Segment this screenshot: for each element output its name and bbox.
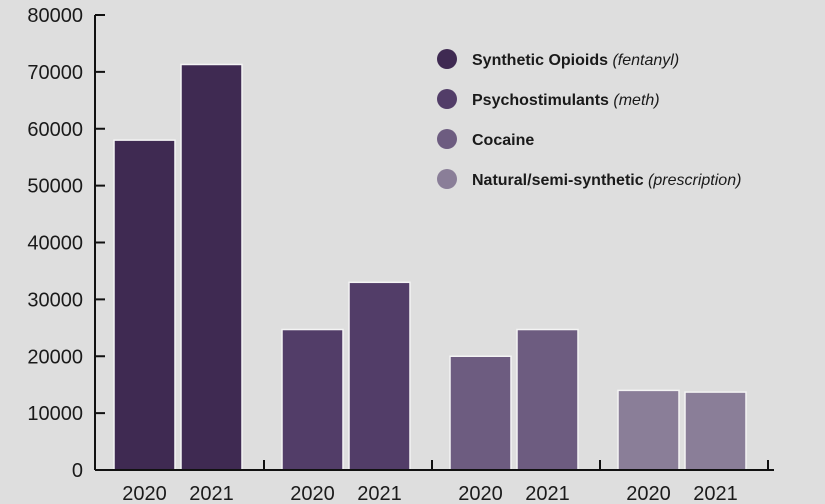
x-tick-label: 2020: [458, 483, 503, 504]
y-tick-label: 40000: [27, 233, 83, 255]
y-tick-label: 20000: [27, 346, 83, 368]
axes-layer: 0 10000 20000 30000 40000 50000 60000 70000 8000…: [27, 5, 774, 504]
legend-label: Psychostimulants: [472, 92, 609, 109]
y-tick-label: 10000: [27, 403, 83, 425]
x-tick-label: 2020: [290, 483, 335, 504]
legend-swatch-1: [437, 89, 457, 109]
x-tick-label: 2021: [357, 483, 402, 504]
legend-label: Cocaine: [472, 132, 534, 149]
legend-item-3: Natural/semi-synthetic (prescription): [472, 172, 741, 189]
x-tick-label: 2021: [189, 483, 234, 504]
legend-label: Synthetic Opioids: [472, 52, 608, 69]
legend-note: (prescription): [644, 172, 742, 189]
x-tick-label: 2020: [122, 483, 167, 504]
bar-3-1: [684, 391, 747, 471]
legend-item-0: Synthetic Opioids (fentanyl): [472, 52, 679, 69]
legend: Synthetic Opioids (fentanyl) Psychostimul…: [437, 49, 741, 189]
legend-swatch-3: [437, 169, 457, 189]
legend-item-1: Psychostimulants (meth): [472, 92, 660, 109]
y-tick-label: 0: [72, 460, 83, 482]
bar-2-0: [449, 355, 512, 471]
legend-swatch-0: [437, 49, 457, 69]
y-tick-label: 80000: [27, 5, 83, 27]
y-tick-label: 30000: [27, 289, 83, 311]
bar-3-0: [617, 389, 680, 471]
bar-2-1: [516, 328, 579, 471]
legend-note: (meth): [609, 92, 660, 109]
bar-0-0: [113, 139, 176, 471]
bar-1-0: [281, 328, 344, 471]
legend-label: Natural/semi-synthetic: [472, 172, 644, 189]
y-tick-label: 50000: [27, 176, 83, 198]
legend-swatch-2: [437, 129, 457, 149]
y-tick-label: 60000: [27, 119, 83, 141]
bar-0-1: [180, 63, 243, 471]
bar-1-1: [348, 281, 411, 471]
legend-note: (fentanyl): [608, 52, 679, 69]
x-tick-label: 2021: [693, 483, 738, 504]
bars-layer: [113, 63, 747, 471]
x-tick-label: 2020: [626, 483, 671, 504]
y-tick-label: 70000: [27, 62, 83, 84]
legend-item-2: Cocaine: [472, 132, 534, 149]
x-tick-label: 2021: [525, 483, 570, 504]
